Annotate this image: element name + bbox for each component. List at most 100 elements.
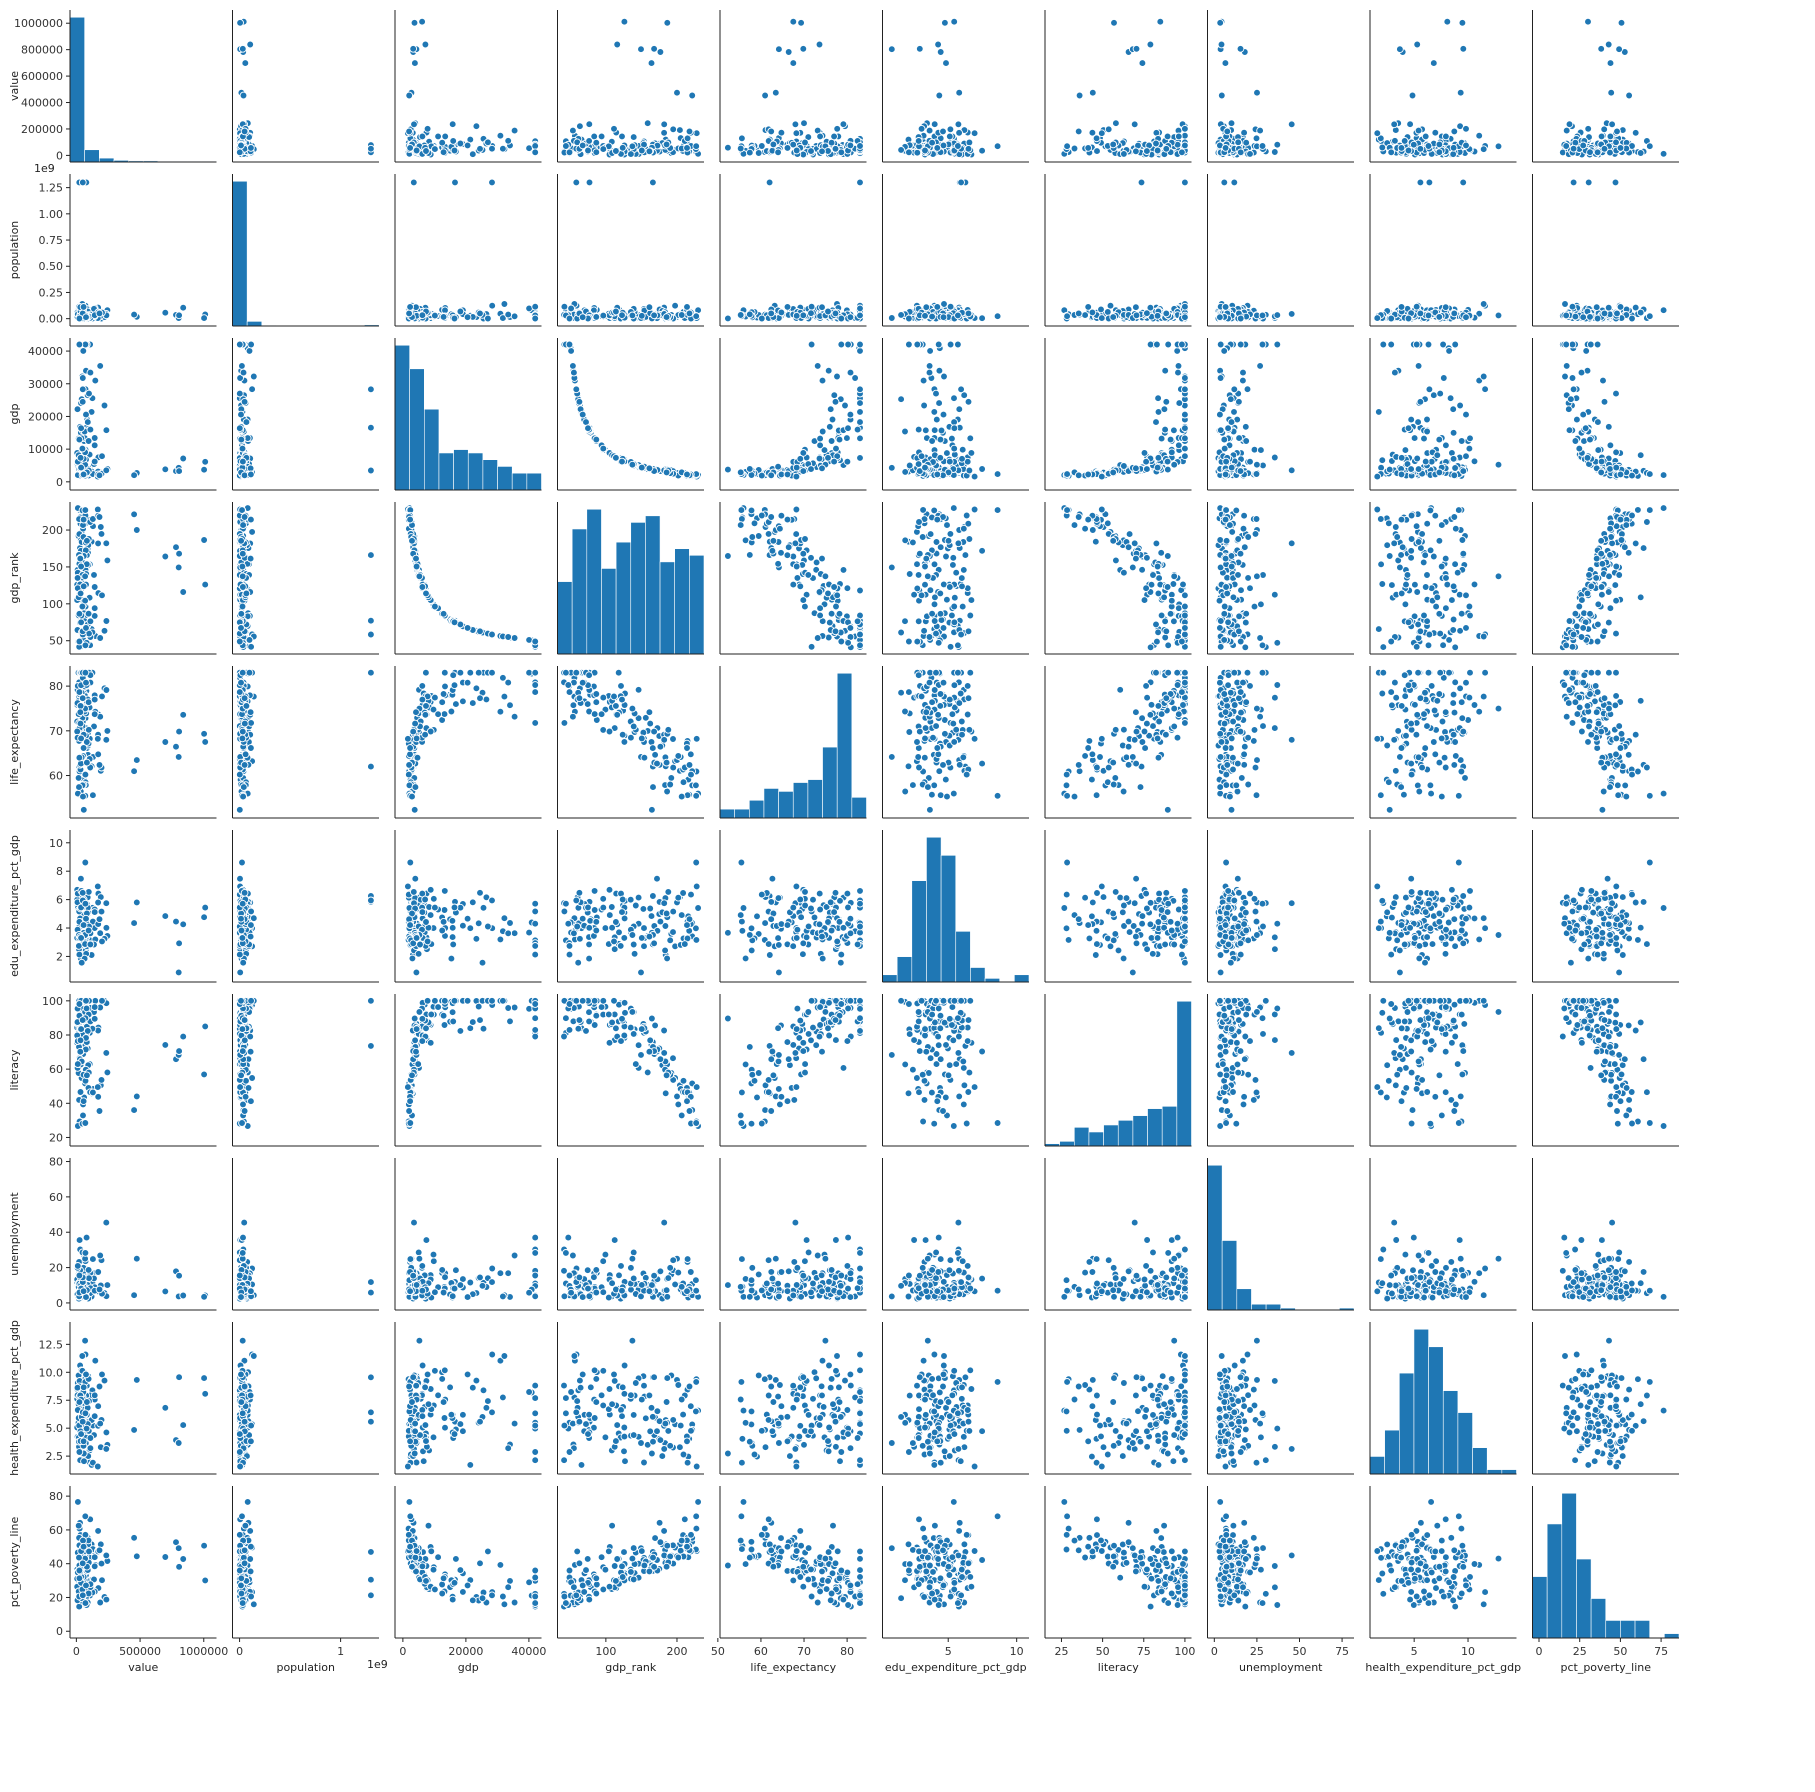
point-gdp-edu_expenditure_pct_gdp-135 <box>936 453 945 462</box>
point-gdp-health_expenditure_pct_gdp-102 <box>1414 418 1422 426</box>
point-gdp-literacy-92 <box>1167 448 1176 457</box>
y-axis-label-gdp_rank: gdp_rank <box>8 552 21 604</box>
point-value-health_expenditure_pct_gdp-38 <box>1408 91 1417 100</box>
panel-gdp_rank-vs-edu_expenditure_pct_gdp <box>882 502 1029 655</box>
point-value-gdp_rank-149 <box>683 144 691 152</box>
point-gdp-unemployment-133 <box>1242 437 1251 445</box>
point-gdp-gdp_rank-105 <box>567 347 575 355</box>
point-population-pct_poverty_line-18 <box>1584 178 1593 187</box>
point-population-health_expenditure_pct_gdp-147 <box>1387 314 1396 323</box>
point-gdp-health_expenditure_pct_gdp-119 <box>1385 465 1394 474</box>
point-gdp_rank-edu_expenditure_pct_gdp-61 <box>952 568 961 577</box>
point-gdp-value-141 <box>78 385 87 394</box>
point-gdp-edu_expenditure_pct_gdp-74 <box>905 461 914 470</box>
point-gdp_rank-edu_expenditure_pct_gdp-80 <box>913 584 922 593</box>
point-gdp-health_expenditure_pct_gdp-111 <box>1420 434 1428 443</box>
point-gdp_rank-life_expectancy-136 <box>799 549 808 558</box>
point-value-life_expectancy-94 <box>757 142 766 150</box>
point-gdp-health_expenditure_pct_gdp-128 <box>1436 389 1445 398</box>
point-gdp-pct_poverty_line-148 <box>1579 410 1588 419</box>
point-gdp-unemployment-136 <box>1236 467 1245 475</box>
point-value-gdp-148 <box>463 141 472 150</box>
point-gdp_rank-edu_expenditure_pct_gdp-117 <box>897 628 905 637</box>
point-gdp-edu_expenditure_pct_gdp-133 <box>928 437 936 445</box>
point-gdp-gdp_rank-146 <box>575 397 584 406</box>
hist-bar-gdp-4 <box>453 449 469 491</box>
point-value-edu_expenditure_pct_gdp-146 <box>964 144 973 153</box>
point-gdp_rank-life_expectancy-20 <box>754 532 763 540</box>
point-gdp_rank-edu_expenditure_pct_gdp-56 <box>946 530 955 538</box>
point-gdp-gdp_rank-130 <box>599 444 608 453</box>
point-gdp-population-143 <box>235 424 244 433</box>
point-gdp_rank-population-138 <box>238 562 247 571</box>
point-value-edu_expenditure_pct_gdp-142 <box>939 127 947 136</box>
point-gdp_rank-value-100 <box>179 588 188 596</box>
point-gdp-value-81 <box>96 362 105 370</box>
point-gdp-pct_poverty_line-145 <box>1562 340 1571 349</box>
point-value-literacy-142 <box>1074 127 1083 136</box>
point-population-value-149 <box>79 303 88 311</box>
point-value-edu_expenditure_pct_gdp-103 <box>993 142 1002 151</box>
point-value-gdp-144 <box>439 148 448 157</box>
point-gdp-pct_poverty_line-117 <box>1567 395 1575 404</box>
point-gdp_rank-edu_expenditure_pct_gdp-94 <box>962 511 971 520</box>
point-value-life_expectancy-72 <box>791 120 800 129</box>
point-value-literacy-148 <box>1181 141 1189 150</box>
point-value-pct_poverty_line-128 <box>1612 138 1620 147</box>
hist-bar-value-1 <box>84 149 100 163</box>
point-value-edu_expenditure_pct_gdp-26 <box>955 88 964 97</box>
point-gdp_rank-life_expectancy-146 <box>831 627 840 636</box>
point-gdp-unemployment-123 <box>1246 457 1254 466</box>
point-value-literacy-138 <box>1153 146 1162 155</box>
point-gdp-life_expectancy-135 <box>824 453 832 462</box>
point-gdp_rank-edu_expenditure_pct_gdp-1 <box>961 551 970 559</box>
point-value-pct_poverty_line-100 <box>1604 40 1613 49</box>
point-gdp-unemployment-102 <box>1227 418 1236 426</box>
point-gdp-pct_poverty_line-64 <box>1586 340 1595 349</box>
point-population-edu_expenditure_pct_gdp-55 <box>978 314 986 323</box>
point-gdp_rank-edu_expenditure_pct_gdp-23 <box>950 593 959 602</box>
panel-gdp-vs-literacy <box>1044 338 1192 491</box>
point-gdp_rank-population-1 <box>367 551 375 559</box>
point-value-health_expenditure_pct_gdp-81 <box>1414 126 1423 135</box>
point-gdp_rank-edu_expenditure_pct_gdp-55 <box>978 546 986 555</box>
y-axis-label-population: population <box>8 221 21 280</box>
point-value-gdp-50 <box>441 132 450 141</box>
point-value-edu_expenditure_pct_gdp-133 <box>928 138 936 147</box>
point-gdp_rank-edu_expenditure_pct_gdp-106 <box>925 633 934 641</box>
point-value-life_expectancy-20 <box>754 149 763 157</box>
point-gdp_rank-edu_expenditure_pct_gdp-143 <box>950 618 959 627</box>
point-gdp-value-142 <box>95 471 104 480</box>
point-value-literacy-103 <box>1063 142 1071 151</box>
point-value-pct_poverty_line-81 <box>1562 126 1571 135</box>
point-value-gdp_rank-142 <box>685 127 694 136</box>
point-gdp-literacy-102 <box>1152 418 1160 426</box>
point-gdp_rank-value-143 <box>77 618 85 627</box>
point-gdp-life_expectancy-44 <box>856 454 864 462</box>
point-value-unemployment-78 <box>1252 134 1261 143</box>
point-population-value-147 <box>75 314 84 323</box>
point-gdp-pct_poverty_line-125 <box>1565 426 1574 435</box>
point-gdp-life_expectancy-106 <box>846 368 855 377</box>
point-gdp-pct_poverty_line-47 <box>1599 376 1607 385</box>
point-gdp-edu_expenditure_pct_gdp-81 <box>925 362 934 370</box>
point-value-pct_poverty_line-141 <box>1569 144 1578 153</box>
point-gdp-unemployment-96 <box>1216 374 1225 382</box>
point-gdp-gdp_rank-137 <box>645 464 654 473</box>
point-value-gdp_rank-83 <box>637 45 645 54</box>
point-gdp_rank-life_expectancy-129 <box>777 511 786 520</box>
point-gdp-literacy-84 <box>1097 472 1106 481</box>
point-gdp-life_expectancy-123 <box>843 457 852 466</box>
point-value-gdp-136 <box>409 44 418 53</box>
point-population-literacy-140 <box>1109 313 1118 321</box>
point-value-population-142 <box>240 127 249 136</box>
point-value-gdp_rank-100 <box>613 40 622 49</box>
point-gdp_rank-value-125 <box>102 617 111 625</box>
point-gdp_rank-life_expectancy-51 <box>801 602 809 611</box>
point-population-life_expectancy-119 <box>724 314 732 323</box>
point-gdp-literacy-126 <box>1181 452 1189 461</box>
point-gdp-health_expenditure_pct_gdp-62 <box>1423 415 1431 424</box>
point-gdp_rank-life_expectancy-44 <box>856 586 864 595</box>
point-gdp-life_expectancy-48 <box>833 372 841 381</box>
point-value-gdp-100 <box>421 40 430 49</box>
